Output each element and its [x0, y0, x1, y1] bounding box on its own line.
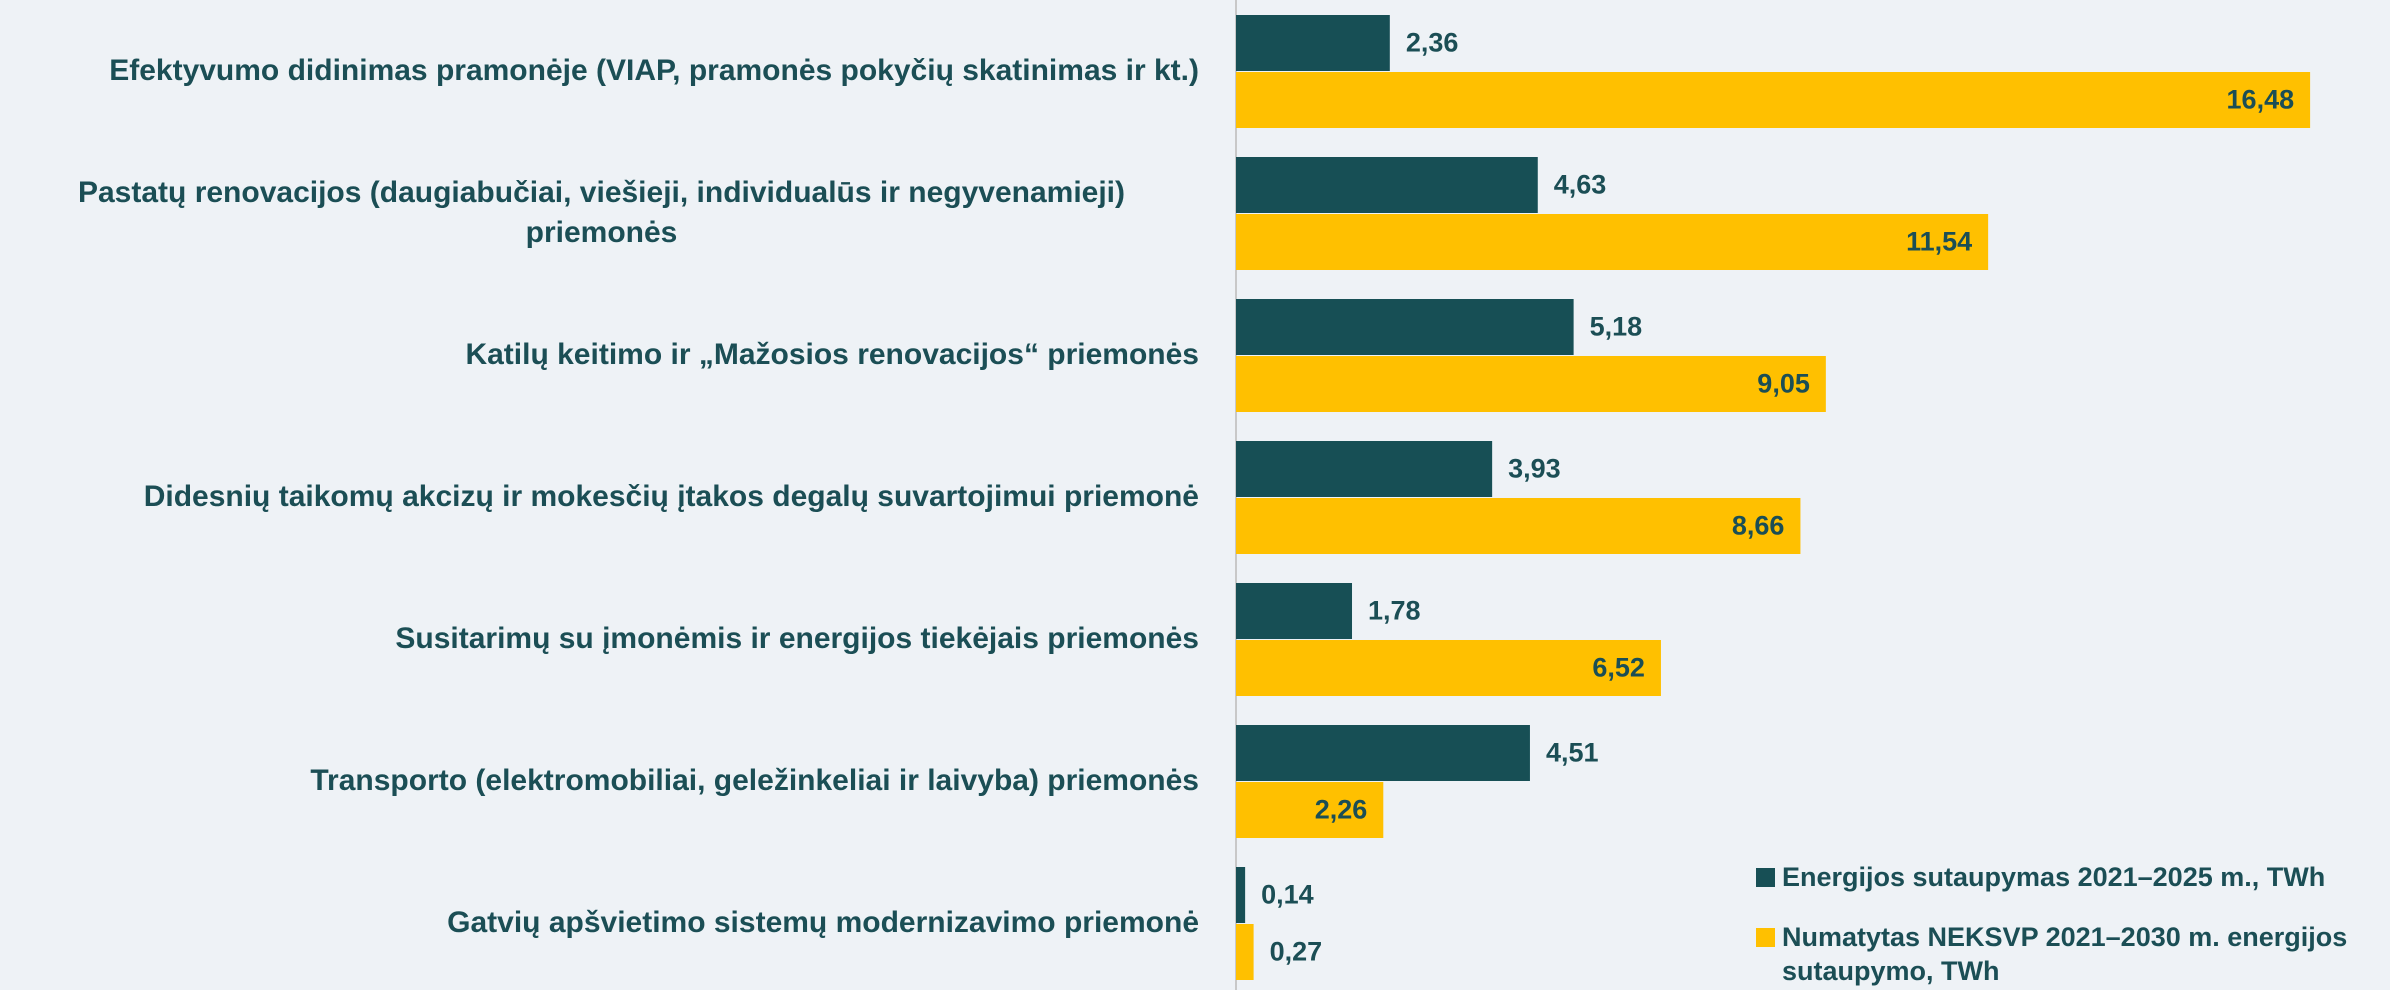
bar [1236, 782, 1384, 838]
legend-label: Numatytas NEKSVP 2021–2030 m. energijos … [1782, 922, 2348, 986]
bar [1236, 441, 1493, 497]
bar [1236, 299, 1574, 355]
value-label: 11,54 [1906, 226, 1973, 257]
legend-swatch [1756, 928, 1775, 947]
value-label: 0,14 [1261, 879, 1314, 910]
value-label: 6,52 [1592, 652, 1645, 683]
bar [1236, 214, 1989, 270]
category-label: Transporto (elektromobiliai, geležinkeli… [310, 764, 1199, 797]
category-label: Didesnių taikomų akcizų ir mokesčių įtak… [143, 480, 1199, 513]
value-label: 2,36 [1405, 27, 1459, 58]
value-label: 2,26 [1314, 794, 1368, 825]
value-label: 9,05 [1757, 368, 1810, 399]
bar [1236, 356, 1826, 412]
bar [1236, 725, 1530, 781]
bar [1236, 15, 1390, 71]
category-label: Gatvių apšvietimo sistemų modernizavimo … [447, 906, 1199, 939]
value-label: 5,18 [1589, 311, 1643, 342]
bar [1236, 498, 1801, 554]
category-label: Katilų keitimo ir „Mažosios renovacijos“… [465, 338, 1199, 371]
category-label: Susitarimų su įmonėmis ir energijos tiek… [395, 622, 1199, 655]
bar [1236, 583, 1353, 639]
bar [1236, 867, 1246, 923]
bar [1236, 640, 1661, 696]
value-label: 1,78 [1368, 595, 1421, 626]
bar [1236, 924, 1254, 980]
category-label: Efektyvumo didinimas pramonėje (VIAP, pr… [109, 54, 1199, 87]
category-label: Pastatų renovacijos (daugiabučiai, vieši… [77, 176, 1125, 249]
legend-item: Energijos sutaupymas 2021–2025 m., TWh [1756, 860, 2390, 894]
bar [1236, 157, 1538, 213]
legend-label: Energijos sutaupymas 2021–2025 m., TWh [1782, 862, 2326, 892]
value-label: 8,66 [1731, 510, 1785, 541]
legend-item: Numatytas NEKSVP 2021–2030 m. energijos … [1756, 920, 2390, 988]
value-label: 4,51 [1545, 737, 1599, 768]
value-label: 16,48 [2226, 84, 2295, 115]
value-label: 4,63 [1553, 169, 1607, 200]
value-label: 0,27 [1269, 936, 1323, 967]
legend-swatch [1756, 868, 1775, 887]
value-label: 3,93 [1508, 453, 1561, 484]
bar [1236, 72, 2311, 128]
